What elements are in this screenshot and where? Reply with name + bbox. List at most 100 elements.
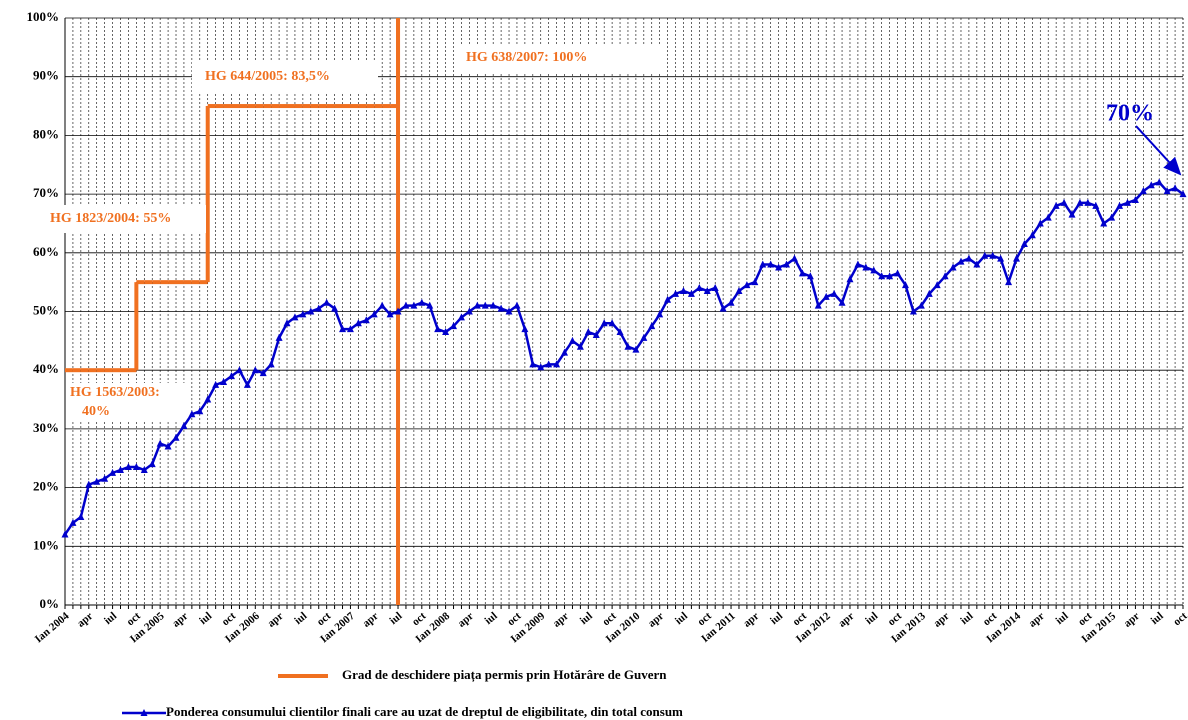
marker: [957, 257, 965, 265]
marker: [719, 304, 727, 312]
marker: [1139, 187, 1147, 195]
marker: [93, 477, 101, 485]
x-tick-label: apr: [75, 610, 95, 630]
marker: [711, 284, 719, 292]
marker: [259, 369, 267, 377]
marker: [997, 254, 1005, 262]
marker: [561, 348, 569, 356]
marker: [798, 269, 806, 277]
marker: [886, 272, 894, 280]
marker: [743, 281, 751, 289]
marker: [228, 372, 236, 380]
legend-label: Grad de deschidere piața permis prin Hot…: [342, 667, 667, 683]
marker: [442, 328, 450, 336]
y-tick-label: 80%: [33, 126, 59, 141]
y-tick-label: 20%: [33, 479, 59, 494]
marker: [925, 289, 933, 297]
x-tick-label: iul: [387, 610, 404, 627]
marker: [822, 292, 830, 300]
marker: [434, 325, 442, 333]
marker: [180, 421, 188, 429]
marker: [505, 307, 513, 315]
annotation-bg: [455, 44, 660, 72]
annotation: HG 1823/2004: 55%: [50, 211, 171, 226]
marker: [537, 363, 545, 371]
y-tick-label: 50%: [33, 302, 59, 317]
marker: [101, 474, 109, 482]
marker: [909, 307, 917, 315]
y-tick-label: 70%: [33, 185, 59, 200]
marker: [1179, 190, 1187, 198]
marker: [727, 298, 735, 306]
marker: [473, 301, 481, 309]
y-tick-label: 30%: [33, 420, 59, 435]
marker: [933, 281, 941, 289]
x-tick-label: iul: [1149, 610, 1166, 627]
marker: [386, 310, 394, 318]
annotation: HG 1563/2003:: [70, 385, 160, 400]
marker: [1100, 219, 1108, 227]
legend-marker: [140, 709, 148, 716]
marker: [870, 266, 878, 274]
marker: [703, 286, 711, 294]
marker: [553, 360, 561, 368]
marker: [759, 260, 767, 268]
x-tick-label: iul: [197, 610, 214, 627]
x-tick-label: iul: [578, 610, 595, 627]
marker: [592, 330, 600, 338]
marker: [624, 342, 632, 350]
marker: [1068, 210, 1076, 218]
marker: [489, 301, 497, 309]
y-tick-label: 40%: [33, 361, 59, 376]
marker: [878, 272, 886, 280]
annotation-bg: [48, 205, 206, 233]
x-tick-label: Ian 2004: [33, 610, 72, 646]
marker: [1116, 201, 1124, 209]
marker: [917, 301, 925, 309]
marker: [299, 310, 307, 318]
marker: [1036, 219, 1044, 227]
marker: [648, 322, 656, 330]
marker: [275, 333, 283, 341]
marker: [418, 298, 426, 306]
marker: [457, 313, 465, 321]
marker: [1028, 231, 1036, 239]
x-tick-label: apr: [265, 610, 285, 630]
marker: [465, 307, 473, 315]
marker: [339, 325, 347, 333]
marker: [513, 301, 521, 309]
marker: [497, 304, 505, 312]
marker: [735, 286, 743, 294]
x-tick-label: apr: [741, 610, 761, 630]
marker: [450, 322, 458, 330]
x-tick-label: apr: [1122, 610, 1142, 630]
marker: [568, 336, 576, 344]
marker: [981, 251, 989, 259]
marker: [378, 301, 386, 309]
annotation: 70%: [1106, 101, 1154, 127]
y-tick-label: 90%: [33, 68, 59, 83]
marker: [1155, 178, 1163, 186]
marker: [1005, 278, 1013, 286]
marker: [370, 310, 378, 318]
x-tick-label: iul: [958, 610, 975, 627]
marker: [243, 380, 251, 388]
marker: [212, 380, 220, 388]
x-tick-label: iul: [673, 610, 690, 627]
y-tick-label: 10%: [33, 537, 59, 552]
marker: [148, 460, 156, 468]
marker: [1108, 213, 1116, 221]
marker: [576, 342, 584, 350]
marker: [600, 319, 608, 327]
marker: [61, 530, 69, 538]
x-tick-label: oct: [1171, 610, 1188, 628]
marker: [156, 439, 164, 447]
x-tick-label: apr: [551, 610, 571, 630]
marker: [1171, 184, 1179, 192]
marker: [775, 263, 783, 271]
marker: [124, 463, 132, 471]
marker: [656, 310, 664, 318]
marker: [164, 442, 172, 450]
x-tick-label: iul: [483, 610, 500, 627]
